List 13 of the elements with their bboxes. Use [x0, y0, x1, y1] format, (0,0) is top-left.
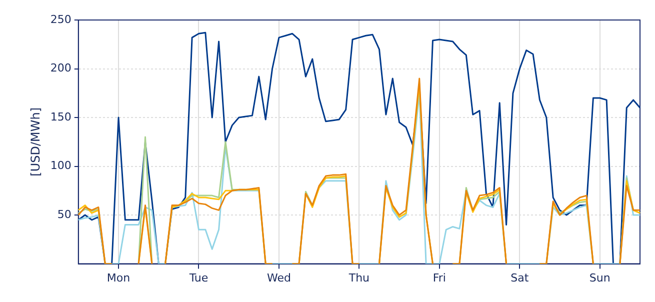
y-tick-label: 250	[50, 12, 72, 26]
y-tick-label: 50	[57, 208, 72, 221]
y-axis-title: [USD/MWh]	[28, 107, 42, 176]
x-tick-label: Sun	[589, 271, 610, 284]
y-tick-label: 100	[50, 159, 72, 172]
x-tick-label: Sat	[510, 271, 530, 284]
y-tick-label: 200	[50, 62, 72, 75]
x-tick-label: Wed	[266, 271, 291, 284]
x-tick-label: Thu	[348, 271, 370, 284]
x-tick-label: Fri	[432, 271, 446, 284]
x-tick-label: Tue	[188, 271, 208, 284]
x-tick-label: Mon	[106, 271, 130, 284]
y-tick-label: 150	[50, 110, 72, 124]
